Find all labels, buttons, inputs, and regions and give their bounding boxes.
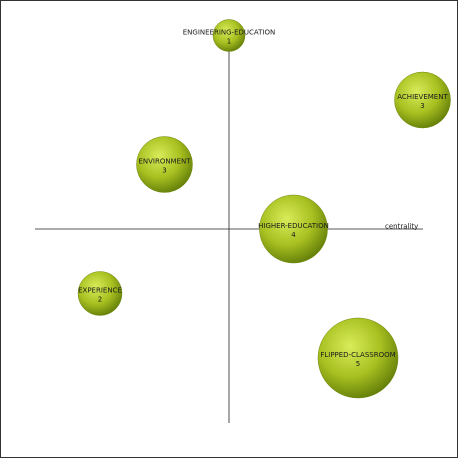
bubbles-group: ENGINEERING-EDUCATION1ACHIEVEMENT3ENVIRO… — [77, 19, 451, 399]
bubble-count-experience: 2 — [98, 296, 102, 304]
bubble-flipped-classroom — [317, 317, 399, 399]
bubble-environment — [136, 136, 193, 193]
bubble-count-engineering-education: 1 — [227, 38, 231, 46]
bubble-label-environment: ENVIRONMENT — [138, 158, 191, 166]
bubble-label-flipped-classroom: FLIPPED-CLASSROOM — [320, 351, 395, 359]
bubble-count-environment: 3 — [162, 167, 166, 175]
bubble-higher-education — [259, 194, 328, 264]
bubble-experience — [77, 271, 123, 316]
bubble-label-achievement: ACHIEVEMENT — [397, 93, 448, 101]
bubble-label-engineering-education: ENGINEERING-EDUCATION — [183, 29, 276, 37]
bubble-count-flipped-classroom: 5 — [356, 360, 360, 368]
bubble-count-higher-education: 4 — [291, 231, 296, 239]
x-axis-label: centrality — [385, 223, 418, 231]
bubble-engineering-education — [212, 19, 246, 52]
bubble-label-higher-education: HIGHER-EDUCATION — [258, 222, 329, 230]
bubble-achievement — [394, 71, 451, 129]
bubble-count-achievement: 3 — [420, 102, 424, 110]
bubble-label-experience: EXPERIENCE — [78, 287, 122, 295]
